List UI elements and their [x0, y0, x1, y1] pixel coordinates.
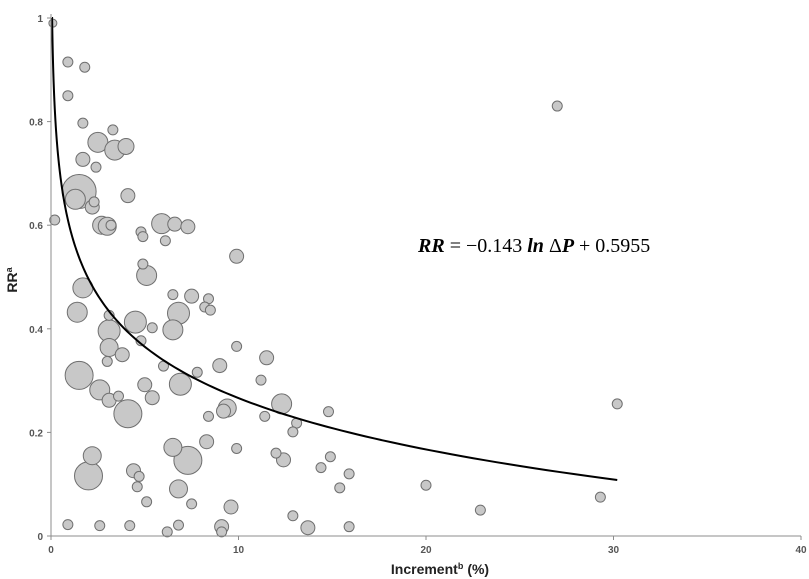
bubble-point [49, 214, 61, 226]
bubble-point [137, 377, 153, 393]
y-axis-title: RRa [4, 266, 20, 292]
y-tick-label: 0.6 [29, 221, 43, 232]
bubble-point [180, 219, 196, 235]
bubble-point [137, 258, 149, 270]
bubble-point [144, 390, 160, 406]
bubble-point [223, 499, 239, 515]
bubble-point [334, 482, 346, 494]
bubble-point [64, 188, 86, 210]
bubble-point [324, 451, 336, 463]
bubble-point [315, 462, 327, 474]
bubble-point [113, 399, 143, 429]
bubble-point [420, 479, 432, 491]
bubble-point [64, 360, 94, 390]
bubble-point [124, 520, 136, 532]
y-tick-label: 0.2 [29, 428, 43, 439]
bubble-point [255, 374, 267, 386]
bubble-point [162, 319, 184, 341]
bubble-point [88, 196, 100, 208]
bubble-point [117, 137, 135, 155]
bubble-point [105, 219, 117, 231]
bubble-point [113, 390, 124, 402]
bubble-point [229, 248, 245, 264]
x-tick-label: 30 [608, 545, 620, 556]
bubble-point [343, 521, 355, 533]
bubble-point [300, 520, 316, 536]
bubble-point [77, 117, 89, 129]
bubble-point [75, 151, 91, 167]
bubble-point [594, 491, 606, 503]
bubble-point [101, 355, 113, 367]
bubble-point [216, 526, 228, 538]
bubble-point [231, 340, 243, 352]
x-tick-label: 0 [48, 545, 54, 556]
bubble-point [259, 410, 271, 422]
bubble-point [120, 188, 136, 204]
x-tick-label: 10 [233, 545, 245, 556]
bubble-point [107, 124, 119, 136]
bubble-point [133, 470, 145, 482]
bubble-point [167, 289, 179, 301]
x-tick-label: 20 [420, 545, 432, 556]
bubble-point [146, 322, 158, 334]
bubble-point [137, 231, 149, 243]
y-tick-label: 0.8 [29, 118, 43, 129]
bubble-point [203, 410, 214, 422]
bubble-point [173, 445, 203, 475]
bubble-point [184, 288, 200, 304]
y-tick-label: 0 [37, 532, 43, 543]
bubble-point [79, 61, 91, 73]
bubble-point [259, 350, 275, 366]
bubble-point [66, 301, 88, 323]
bubble-point [186, 498, 198, 510]
bubble-series [48, 18, 623, 538]
bubble-point [212, 358, 228, 374]
bubble-point [231, 442, 243, 454]
bubble-point [216, 403, 231, 419]
x-tick-label: 40 [795, 545, 807, 556]
bubble-point [114, 347, 130, 363]
bubble-point [343, 468, 355, 480]
bubble-point [199, 434, 215, 450]
bubble-point [169, 479, 188, 499]
bubble-point [141, 496, 153, 508]
trend-equation: RR = −0.143 ln ΔP + 0.5955 [417, 235, 650, 257]
bubble-point [611, 398, 623, 410]
bubble-point [167, 216, 183, 232]
bubble-point [82, 446, 102, 466]
bubble-point [551, 100, 563, 112]
bubble-point [62, 519, 74, 531]
bubble-point [287, 510, 299, 522]
y-tick-label: 0.4 [29, 325, 43, 336]
bubble-point [191, 366, 203, 378]
bubble-point [474, 504, 486, 516]
bubble-point [74, 461, 103, 491]
bubble-point [123, 310, 147, 334]
bubble-point [94, 520, 106, 532]
bubble-point [163, 437, 183, 457]
bubble-point [62, 56, 74, 68]
bubble-point [204, 304, 216, 316]
x-axis-ticks: 0 10 20 30 40 [48, 536, 807, 556]
bubble-point [173, 519, 184, 531]
y-axis-ticks: 0 0.2 0.4 0.6 0.8 1 [29, 14, 51, 543]
bubble-point [287, 426, 299, 438]
bubble-point [90, 161, 102, 173]
bubble-point [168, 372, 192, 396]
bubble-point [62, 90, 74, 102]
log-trendline [51, 17, 618, 481]
bubble-point [323, 406, 334, 418]
y-tick-label: 1 [37, 14, 43, 25]
x-axis-title: Incrementb (%) [391, 561, 489, 577]
bubble-point [159, 235, 171, 247]
bubble-point [131, 481, 143, 493]
bubble-point [161, 526, 173, 538]
bubble-point [270, 447, 282, 459]
